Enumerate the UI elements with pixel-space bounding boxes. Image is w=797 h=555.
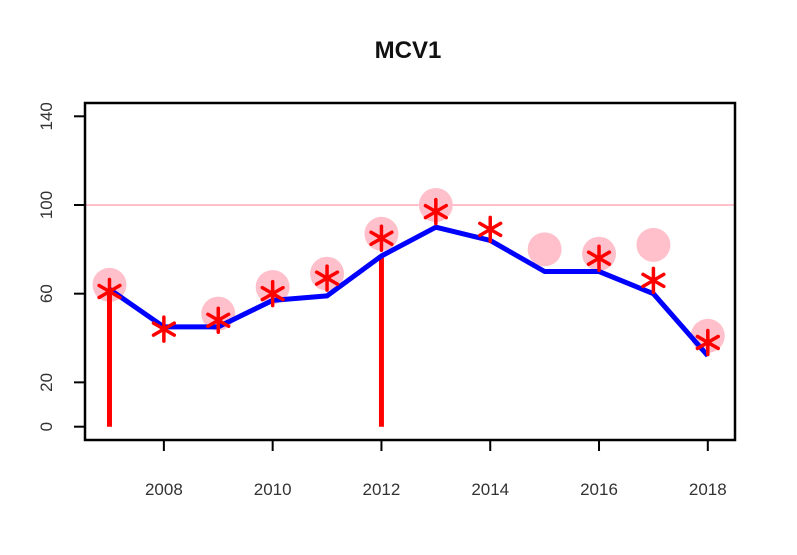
x-tick-label: 2008 (145, 480, 183, 499)
y-tick-label: 100 (37, 191, 56, 219)
star-point (369, 224, 394, 252)
x-tick-label: 2016 (580, 480, 618, 499)
series-line (108, 224, 710, 358)
star-point (151, 315, 177, 343)
x-tick-label: 2012 (363, 480, 401, 499)
x-tick-label: 2014 (471, 480, 509, 499)
y-tick-label: 60 (37, 284, 56, 303)
x-tick-label: 2018 (689, 480, 727, 499)
star-point (314, 264, 340, 292)
star-point (206, 306, 231, 335)
star-point (97, 277, 122, 306)
circle-point (527, 232, 562, 267)
chart-title: MCV1 (375, 37, 442, 64)
star-point (260, 279, 285, 308)
star-point (586, 244, 612, 272)
y-tick-label: 0 (37, 422, 56, 431)
circle-point (636, 227, 671, 262)
y-tick-label: 140 (37, 102, 56, 130)
star-point (423, 197, 448, 226)
star-point (641, 266, 666, 295)
star-point (695, 328, 720, 357)
y-tick-label: 20 (37, 373, 56, 392)
x-tick-label: 2010 (254, 480, 292, 499)
plot-frame (83, 101, 737, 442)
star-point (478, 215, 503, 244)
